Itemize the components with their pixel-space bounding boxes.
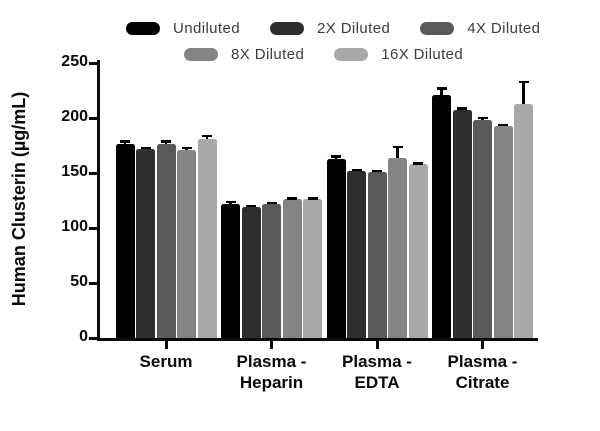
bar: [303, 199, 322, 338]
legend-label: 8X Diluted: [231, 46, 305, 63]
error-bar-cap: [161, 140, 171, 143]
error-bar-cap: [287, 197, 297, 200]
x-category-label-line: Plasma -: [447, 352, 518, 371]
legend-swatch-icon: [184, 48, 218, 61]
x-category-label: Plasma - Heparin: [202, 351, 342, 393]
y-axis-line: [97, 60, 100, 341]
y-tick: [89, 116, 97, 120]
bar: [367, 171, 387, 338]
x-category-label-line: Serum: [139, 352, 193, 371]
error-bar-stem: [396, 145, 399, 158]
bar: [452, 110, 472, 338]
x-category-label-line: Plasma -: [236, 352, 307, 371]
x-category-label: Plasma - Citrate: [413, 351, 553, 393]
y-tick-label: 150: [61, 163, 88, 180]
error-bar-cap: [181, 146, 192, 150]
error-bar-cap: [331, 155, 341, 158]
error-bar-cap: [518, 80, 529, 84]
bar: [262, 203, 281, 338]
error-bar-stem: [522, 80, 525, 104]
error-bar-cap: [372, 169, 382, 173]
error-bar-stem: [440, 87, 443, 95]
bar: [388, 157, 407, 338]
legend-row-1: Undiluted 2X Diluted 4X Diluted: [126, 20, 540, 37]
x-category-label: Serum: [96, 351, 236, 372]
x-category-label-line: Citrate: [455, 373, 510, 392]
legend-item: 8X Diluted: [184, 46, 304, 63]
error-bar-cap: [246, 204, 256, 208]
bar: [473, 120, 492, 338]
error-bar-cap: [120, 140, 130, 143]
legend-item: 4X Diluted: [420, 20, 540, 37]
error-bar-cap: [307, 197, 318, 200]
error-bar-cap: [202, 134, 212, 137]
bar: [282, 199, 302, 338]
error-bar-cap: [436, 87, 447, 90]
legend-label: 4X Diluted: [467, 20, 541, 37]
bar: [241, 207, 261, 338]
y-tick-label: 100: [61, 218, 88, 235]
x-axis-line: [97, 338, 538, 341]
y-tick: [89, 171, 97, 175]
error-bar-cap: [225, 200, 236, 203]
error-bar-cap: [140, 146, 151, 150]
legend-label: Undiluted: [173, 20, 240, 37]
legend-item: 16X Diluted: [334, 46, 463, 63]
error-bar-cap: [457, 107, 467, 110]
bar: [493, 125, 513, 338]
legend-row-2: 8X Diluted 16X Diluted: [184, 46, 463, 63]
bar: [197, 138, 217, 338]
x-category-label: Plasma - EDTA: [307, 351, 447, 393]
bar: [514, 103, 533, 338]
error-bar-cap: [498, 123, 508, 126]
y-tick: [89, 336, 97, 340]
bar: [221, 203, 240, 338]
bar: [408, 164, 428, 338]
error-bar-cap: [392, 145, 403, 148]
bar: [115, 144, 135, 338]
bar: [136, 148, 155, 338]
x-category-label-line: Plasma -: [342, 352, 412, 371]
bar: [156, 144, 176, 338]
error-bar-cap: [351, 168, 362, 172]
y-tick-label: 0: [79, 328, 88, 345]
bar: [326, 158, 346, 338]
y-axis-title: Human Clusterin (µg/mL): [9, 91, 29, 307]
legend-swatch-icon: [269, 22, 304, 35]
legend-swatch-icon: [126, 22, 160, 35]
error-bar-cap: [266, 201, 277, 205]
error-bar-cap: [477, 116, 488, 120]
bar: [347, 170, 366, 338]
bar: [177, 149, 196, 338]
legend-label: 2X Diluted: [316, 20, 391, 37]
legend-item: 2X Diluted: [269, 20, 391, 37]
x-tick: [375, 341, 379, 349]
legend-item: Undiluted: [126, 20, 240, 37]
y-tick-label: 250: [61, 53, 88, 70]
y-tick: [89, 226, 97, 230]
x-tick: [164, 341, 168, 349]
legend-label: 16X Diluted: [381, 46, 464, 63]
x-category-label-line: Heparin: [239, 373, 304, 392]
y-tick-label: 200: [61, 108, 88, 125]
x-tick: [270, 341, 273, 349]
error-bar-cap: [413, 162, 423, 165]
bar: [432, 94, 451, 338]
x-tick: [481, 341, 484, 349]
y-tick: [89, 281, 97, 285]
x-category-label-line: EDTA: [354, 373, 400, 392]
y-tick: [89, 61, 97, 65]
y-tick-label: 50: [70, 273, 88, 290]
legend-swatch-icon: [420, 22, 455, 35]
legend-swatch-icon: [334, 48, 369, 61]
